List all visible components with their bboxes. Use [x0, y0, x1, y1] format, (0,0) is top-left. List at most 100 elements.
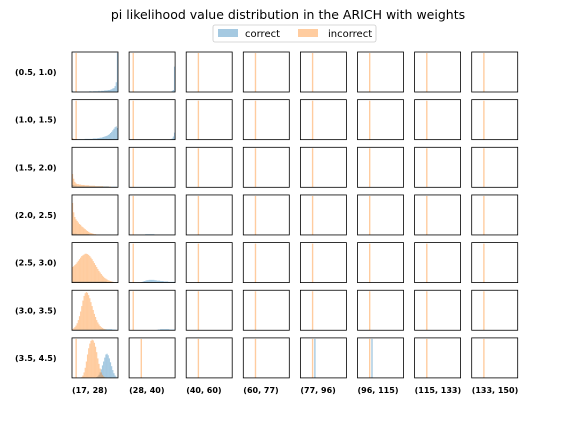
incorrect-bar: [91, 259, 93, 283]
incorrect-bar: [75, 219, 77, 235]
legend-box: [212, 24, 377, 43]
panel-frame: [242, 242, 290, 284]
correct-bar: [109, 133, 112, 140]
incorrect-bar: [101, 186, 104, 188]
incorrect-spike: [132, 195, 134, 235]
incorrect-bar: [99, 272, 101, 283]
panel-r3-c2: [185, 194, 233, 236]
panel-frame: [71, 194, 119, 236]
incorrect-bar: [106, 279, 108, 283]
panel-frame: [357, 289, 404, 331]
panel-frame: [471, 242, 519, 284]
panel-frame: [242, 194, 290, 236]
correct-bar: [163, 329, 165, 331]
incorrect-spike: [197, 291, 200, 331]
incorrect-bar: [85, 253, 87, 283]
panel-r0-c6: [414, 51, 462, 93]
panel-frame: [71, 51, 119, 93]
correct-bar: [103, 186, 105, 188]
correct-bar: [72, 281, 74, 283]
incorrect-spike: [369, 148, 371, 188]
correct-bar: [95, 138, 97, 140]
incorrect-bar: [72, 329, 74, 331]
panel-frame: [414, 146, 462, 188]
correct-bar: [105, 354, 107, 378]
correct-bar: [88, 281, 90, 283]
incorrect-bar: [89, 185, 91, 188]
incorrect-bar: [96, 267, 98, 283]
incorrect-bar: [98, 363, 100, 378]
incorrect-bar: [95, 186, 97, 188]
correct-bar: [76, 186, 78, 188]
correct-bar: [100, 186, 102, 188]
correct-bar: [104, 90, 106, 92]
panel-frame: [299, 99, 347, 141]
incorrect-bar: [76, 220, 78, 235]
incorrect-spike: [311, 100, 314, 140]
incorrect-bar: [76, 262, 78, 283]
panel-frame: [357, 146, 404, 188]
incorrect-bar: [93, 342, 95, 378]
correct-bar: [107, 90, 109, 92]
correct-spike: [371, 338, 373, 378]
correct-bar: [100, 329, 102, 331]
panel-r2-c3: [242, 146, 290, 188]
incorrect-spike: [369, 195, 371, 235]
panel-r2-c2: [185, 146, 233, 188]
incorrect-bar: [84, 367, 86, 378]
panel-r0-c3: [242, 51, 290, 93]
panel-frame: [185, 337, 233, 379]
incorrect-spike: [132, 291, 134, 331]
correct-bar: [146, 280, 148, 283]
incorrect-bar: [101, 374, 104, 378]
correct-bar: [99, 329, 101, 331]
correct-bar: [106, 329, 108, 331]
incorrect-spike: [197, 100, 200, 140]
incorrect-spike: [197, 195, 200, 235]
incorrect-spike: [254, 100, 257, 140]
incorrect-bar: [95, 346, 97, 378]
incorrect-spike: [369, 243, 371, 283]
incorrect-bar: [97, 322, 99, 331]
incorrect-spike: [254, 243, 257, 283]
panel-frame: [71, 289, 119, 331]
correct-bar: [74, 281, 76, 283]
incorrect-bar: [80, 311, 82, 331]
incorrect-bar: [103, 376, 105, 378]
incorrect-bar: [84, 229, 86, 235]
correct-bar: [107, 186, 109, 188]
correct-bar: [77, 186, 79, 188]
incorrect-bar: [99, 186, 101, 188]
incorrect-bar: [81, 226, 83, 235]
correct-bar: [101, 90, 104, 92]
correct-bar: [103, 329, 105, 331]
legend: correct incorrect: [212, 24, 377, 43]
panel-r3-c3: [242, 194, 290, 236]
panel-frame: [71, 146, 119, 188]
panel-r4-c3: [242, 242, 290, 284]
incorrect-bar: [97, 358, 99, 378]
correct-bar: [73, 281, 75, 283]
correct-bar: [84, 281, 86, 283]
panel-r3-c5: [357, 194, 404, 236]
correct-bar: [108, 90, 110, 92]
correct-bar: [105, 186, 107, 188]
panel-frame: [471, 146, 519, 188]
correct-bar: [98, 138, 100, 140]
incorrect-spike: [75, 338, 77, 378]
incorrect-spike: [483, 338, 485, 378]
incorrect-bar: [76, 184, 78, 188]
column-label: (115, 133): [415, 386, 462, 395]
incorrect-spike: [311, 53, 314, 92]
correct-bar: [144, 281, 146, 283]
incorrect-bar: [88, 185, 90, 188]
incorrect-spike: [197, 338, 200, 378]
incorrect-spike: [197, 243, 200, 283]
column-labels: (17, 28) (28, 40) (40, 60) (60, 77) (77, 96)…: [72, 386, 518, 395]
incorrect-bar: [95, 316, 97, 331]
correct-bar: [95, 186, 97, 188]
incorrect-bar: [88, 348, 90, 378]
legend-swatch-correct: [218, 29, 238, 37]
correct-bar: [98, 374, 100, 378]
incorrect-bar: [108, 280, 110, 283]
